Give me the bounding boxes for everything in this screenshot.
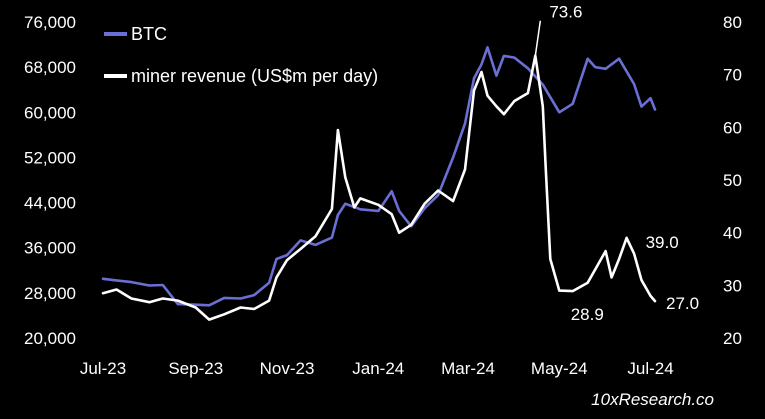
y-right-tick-label: 20 <box>723 329 742 348</box>
legend-label-btc: BTC <box>131 24 167 44</box>
y-left-tick-label: 52,000 <box>24 148 76 167</box>
y-right-tick-label: 40 <box>723 224 742 243</box>
right-axis: 20 30 40 50 60 70 80 <box>723 13 742 348</box>
y-left-tick-label: 36,000 <box>24 239 76 258</box>
x-tick-label: May-24 <box>531 359 588 378</box>
y-right-tick-label: 70 <box>723 66 742 85</box>
x-tick-label: Jul-23 <box>80 359 126 378</box>
annotation-label: 39.0 <box>646 233 679 252</box>
plot-area <box>101 46 657 321</box>
y-left-tick-label: 68,000 <box>24 58 76 77</box>
legend: BTC miner revenue (US$m per day) <box>104 24 378 86</box>
y-right-tick-label: 30 <box>723 276 742 295</box>
series-line-miner-revenue <box>101 54 657 321</box>
y-left-tick-label: 20,000 <box>24 329 76 348</box>
annotation-label: 28.9 <box>571 305 604 324</box>
legend-label-revenue: miner revenue (US$m per day) <box>131 66 378 86</box>
y-left-tick-label: 76,000 <box>24 13 76 32</box>
x-tick-label: Sep-23 <box>168 359 223 378</box>
y-left-tick-label: 60,000 <box>24 103 76 122</box>
annotation-label: 27.0 <box>666 294 699 313</box>
annotation-leader <box>534 20 542 56</box>
source-credit: 10xResearch.co <box>591 390 714 409</box>
y-left-tick-label: 44,000 <box>24 194 76 213</box>
y-left-tick-label: 28,000 <box>24 284 76 303</box>
annotations: 73.6 28.9 39.0 27.0 <box>534 3 699 324</box>
x-axis: Jul-23 Sep-23 Nov-23 Jan-24 Mar-24 May-24 Jul-… <box>80 359 674 378</box>
series-line-btc <box>101 46 657 307</box>
x-tick-label: Jan-24 <box>352 359 404 378</box>
y-right-tick-label: 60 <box>723 118 742 137</box>
x-tick-label: Mar-24 <box>441 359 495 378</box>
x-tick-label: Nov-23 <box>260 359 315 378</box>
annotation-label: 73.6 <box>549 3 582 22</box>
x-tick-label: Jul-24 <box>627 359 673 378</box>
y-right-tick-label: 50 <box>723 171 742 190</box>
y-right-tick-label: 80 <box>723 13 742 32</box>
left-axis: 20,000 28,000 36,000 44,000 52,000 60,000 68,0… <box>24 13 76 348</box>
